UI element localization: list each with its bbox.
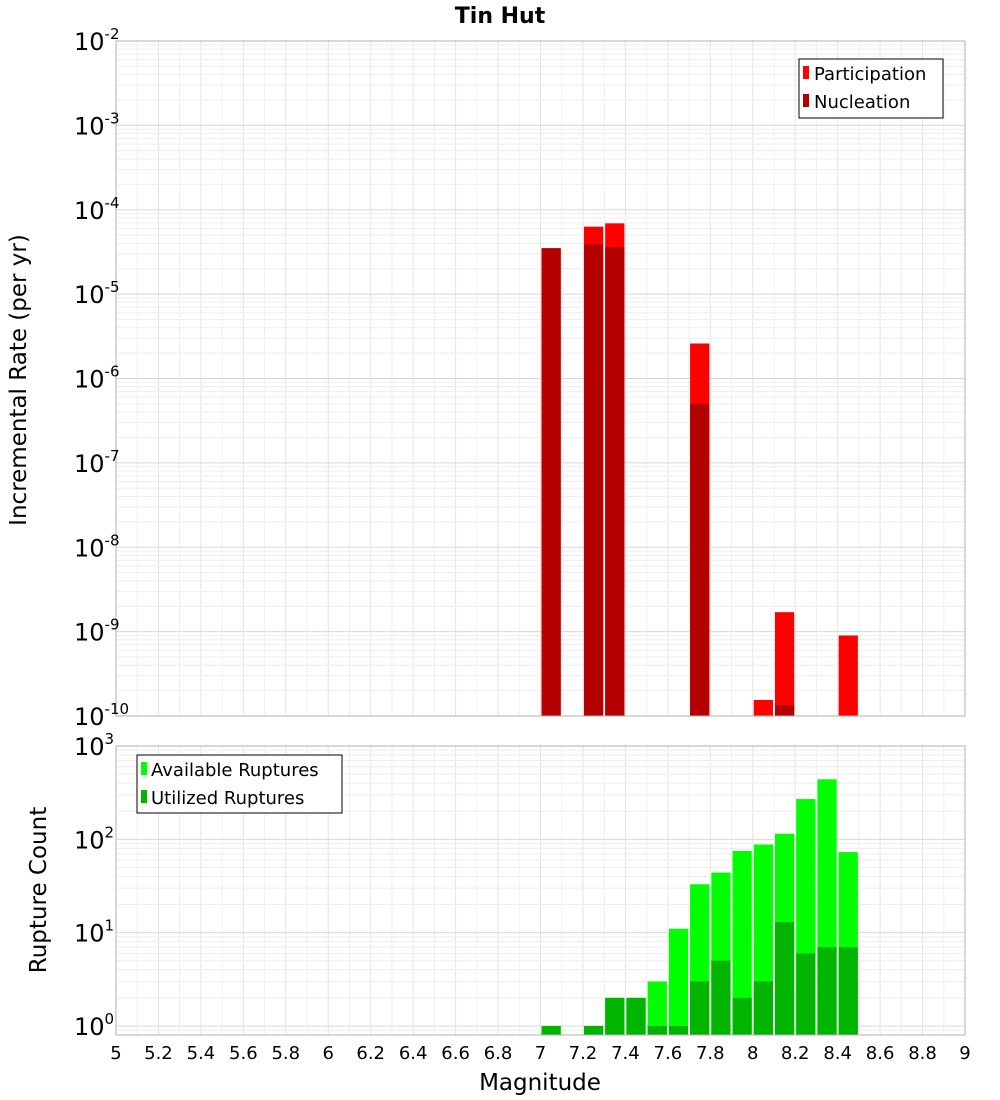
count-legend-box <box>136 754 343 814</box>
x-tick-label: 7.4 <box>611 1043 640 1064</box>
count-bars <box>541 779 858 1035</box>
x-tick-label: 6.6 <box>441 1043 470 1064</box>
x-tick-label: 9 <box>959 1043 970 1064</box>
rate-y-tick-label: 10-10 <box>74 700 129 731</box>
count-bar-utilized-ruptures <box>838 947 858 1035</box>
rate-y-axis-title: Incremental Rate (per yr) <box>6 234 32 526</box>
rate-y-tick-label: 10-2 <box>74 25 120 56</box>
legend-label-participation: Participation <box>814 64 926 85</box>
chart-title: Tin Hut <box>455 4 546 29</box>
count-y-tick-label: 102 <box>74 823 114 854</box>
x-tick-label: 5.4 <box>187 1043 216 1064</box>
rate-legend-box <box>798 58 944 119</box>
rate-bar-nucleation <box>774 705 795 716</box>
rate-y-tick-label: 10-8 <box>74 531 120 562</box>
count-y-tick-label: 100 <box>74 1010 114 1041</box>
count-bar-utilized-ruptures <box>690 981 710 1035</box>
legend-label-utilized: Utilized Ruptures <box>151 788 304 809</box>
count-bar-utilized-ruptures <box>732 997 752 1035</box>
x-tick-label: 5.6 <box>229 1043 258 1064</box>
rate-y-tick-label: 10-3 <box>74 109 120 140</box>
x-tick-label: 8.8 <box>908 1043 937 1064</box>
rate-bar-nucleation <box>583 244 604 717</box>
rate-bar-participation <box>774 612 795 716</box>
x-tick-label: 8.6 <box>866 1043 895 1064</box>
count-y-ticks: 100 101 102 103 <box>74 730 114 1041</box>
rate-legend: Participation Nucleation <box>798 58 944 119</box>
rate-y-tick-label: 10-6 <box>74 363 120 394</box>
x-tick-label: 6.8 <box>484 1043 513 1064</box>
count-bar-available-ruptures <box>732 850 752 1035</box>
x-tick-label: 7.2 <box>569 1043 598 1064</box>
x-tick-label: 6.4 <box>399 1043 428 1064</box>
rate-bar-participation <box>753 699 773 716</box>
x-tick-label: 8 <box>747 1043 758 1064</box>
x-tick-label: 8.2 <box>781 1043 810 1064</box>
legend-swatch-utilized <box>141 790 147 803</box>
x-tick-label: 5.8 <box>271 1043 300 1064</box>
count-y-tick-label: 101 <box>74 917 114 948</box>
rate-bar-participation <box>838 635 858 716</box>
count-y-tick-label: 103 <box>74 730 114 761</box>
count-bar-utilized-ruptures <box>753 981 773 1035</box>
x-tick-label: 7.6 <box>654 1043 683 1064</box>
count-bar-available-ruptures <box>647 981 667 1035</box>
rate-y-tick-label: 10-9 <box>74 616 120 647</box>
count-bar-utilized-ruptures <box>711 960 731 1035</box>
rate-bar-nucleation <box>605 247 625 716</box>
rate-y-tick-label: 10-4 <box>74 194 120 225</box>
count-bar-utilized-ruptures <box>605 997 625 1035</box>
rate-y-tick-label: 10-5 <box>74 278 120 309</box>
legend-swatch-participation <box>803 66 809 79</box>
x-tick-label: 8.4 <box>823 1043 852 1064</box>
rate-y-ticks: 10-10 10-9 10-8 10-7 10-6 10-5 10-4 10-3 10-2 <box>74 25 129 731</box>
x-tick-label: 5 <box>110 1043 121 1064</box>
count-bar-utilized-ruptures <box>626 997 646 1035</box>
rate-panel: 10-10 10-9 10-8 10-7 10-6 10-5 10-4 10-3 10-2 In… <box>6 25 966 731</box>
count-bar-utilized-ruptures <box>668 1025 689 1035</box>
x-tick-labels: 5 5.2 5.4 5.6 5.8 6 6.2 6.4 6.6 6.8 7 7.2 7.4 7.6 7.8 8… <box>110 1043 970 1064</box>
count-legend: Available Ruptures Utilized Ruptures <box>136 754 343 814</box>
count-bar-available-ruptures <box>668 928 689 1035</box>
x-tick-label: 7.8 <box>696 1043 725 1064</box>
count-bar-utilized-ruptures <box>774 922 795 1035</box>
legend-label-available: Available Ruptures <box>151 760 319 781</box>
count-bar-utilized-ruptures <box>796 953 816 1035</box>
legend-label-nucleation: Nucleation <box>814 92 910 113</box>
count-bar-utilized-ruptures <box>541 1025 561 1035</box>
count-plot-border <box>115 745 966 1036</box>
rate-plot-border <box>115 40 966 717</box>
rate-bar-nucleation <box>690 403 710 716</box>
count-bar-utilized-ruptures <box>647 1025 667 1035</box>
count-bar-utilized-ruptures <box>817 947 837 1035</box>
legend-swatch-available <box>141 762 147 775</box>
count-y-axis-title: Rupture Count <box>26 807 52 973</box>
x-tick-label: 7 <box>535 1043 546 1064</box>
count-panel: 100 101 102 103 5 5.2 5.4 5.6 5.8 6 6.2 6.4 6.6 6.8 7… <box>26 730 971 1096</box>
x-axis-title: Magnitude <box>479 1070 601 1096</box>
x-tick-label: 6.2 <box>356 1043 385 1064</box>
rate-bars <box>541 223 858 717</box>
x-tick-label: 6 <box>323 1043 334 1064</box>
x-tick-label: 5.2 <box>144 1043 173 1064</box>
rate-grid <box>115 40 966 717</box>
rate-bar-nucleation <box>541 248 561 717</box>
rate-y-tick-label: 10-7 <box>74 447 120 478</box>
legend-swatch-nucleation <box>803 94 809 107</box>
count-bar-utilized-ruptures <box>583 1025 604 1035</box>
